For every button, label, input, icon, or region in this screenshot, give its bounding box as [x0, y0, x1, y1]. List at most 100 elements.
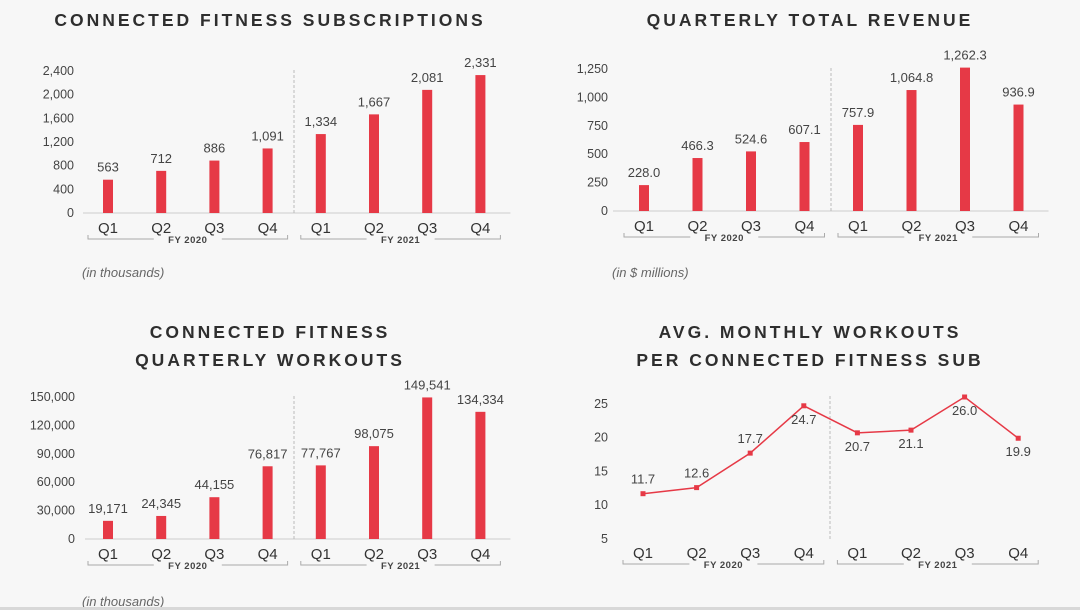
y-tick-label: 2,400 [43, 64, 74, 78]
category-label: Q2 [151, 220, 171, 237]
revenue-chart: QUARTERLY TOTAL REVENUE 0 250 500 750 1,000 1… [540, 0, 1080, 300]
avg-workouts-chart: AVG. MONTHLY WORKOUTS PER CONNECTED FITN… [540, 300, 1080, 610]
y-tick-label: 90,000 [37, 447, 75, 461]
group-bracket [434, 235, 501, 240]
group-bracket [758, 233, 825, 238]
data-label: 607.1 [788, 122, 821, 137]
data-label: 17.7 [738, 431, 763, 446]
avg-workouts-chart-title-line2: PER CONNECTED FITNESS SUB [636, 350, 984, 370]
group-label: FY 2020 [168, 235, 207, 246]
workouts-chart-title-line2: QUARTERLY WORKOUTS [135, 350, 405, 370]
revenue-chart-note: (in $ millions) [612, 265, 689, 280]
subscriptions-chart-note: (in thousands) [82, 265, 165, 280]
avg-workouts-chart-title: AVG. MONTHLY WORKOUTS PER CONNECTED FITN… [540, 318, 1080, 374]
category-label: Q3 [417, 220, 437, 237]
workouts-chart-title-line1: CONNECTED FITNESS [149, 322, 391, 342]
category-label: Q4 [470, 546, 490, 563]
bar [262, 148, 273, 213]
data-point [962, 394, 968, 400]
bar [475, 411, 486, 539]
group-bracket [836, 560, 904, 565]
data-label: 886 [204, 141, 226, 156]
bar [746, 151, 756, 211]
category-label: Q1 [847, 545, 867, 562]
category-label: Q1 [98, 220, 118, 237]
group-bracket [622, 560, 690, 565]
y-tick-label: 1,000 [577, 90, 608, 104]
data-label: 19.9 [1006, 444, 1031, 459]
category-label: Q2 [901, 545, 921, 562]
data-label: 563 [97, 160, 119, 175]
data-label: 936.9 [1002, 85, 1035, 100]
category-label: Q4 [258, 220, 278, 237]
y-tick-label: 0 [68, 532, 75, 546]
category-label: Q4 [258, 546, 278, 563]
y-tick-label: 400 [53, 182, 74, 196]
bar [422, 397, 433, 539]
bar [315, 134, 326, 213]
data-label: 1,262.3 [943, 48, 986, 63]
y-tick-label: 1,200 [43, 135, 74, 149]
category-label: Q2 [687, 545, 707, 562]
y-tick-label: 2,000 [43, 88, 74, 102]
data-label: 2,331 [464, 55, 497, 70]
group-bracket [87, 235, 154, 240]
data-label: 26.0 [952, 403, 977, 418]
group-label: FY 2020 [168, 561, 207, 572]
revenue-chart-title: QUARTERLY TOTAL REVENUE [646, 10, 974, 30]
data-label: 98,075 [354, 426, 394, 441]
category-label: Q3 [204, 220, 224, 237]
bottom-divider [0, 607, 1080, 610]
group-label: FY 2021 [919, 233, 958, 244]
y-tick-label: 0 [601, 204, 608, 218]
y-tick-label: 0 [67, 206, 74, 220]
data-label: 712 [150, 151, 172, 166]
group-bracket [221, 235, 289, 240]
y-tick-label: 120,000 [30, 418, 75, 432]
data-point [854, 430, 860, 436]
bar [103, 179, 113, 213]
group-bracket [757, 560, 825, 565]
data-label: 134,334 [457, 392, 504, 407]
data-label: 466.3 [681, 138, 714, 153]
data-label: 21.1 [898, 436, 923, 451]
data-label: 24,345 [141, 496, 181, 511]
group-bracket [221, 561, 289, 566]
group-label: FY 2021 [381, 235, 420, 246]
group-label: FY 2021 [381, 561, 420, 572]
data-label: 1,667 [358, 94, 391, 109]
group-bracket [434, 561, 501, 566]
data-label: 20.7 [845, 439, 870, 454]
group-bracket [623, 233, 691, 238]
data-label: 19,171 [88, 501, 128, 516]
subscriptions-chart: CONNECTED FITNESS SUBSCRIPTIONS 0 400 800 1… [0, 0, 540, 300]
bar [639, 185, 649, 211]
data-point [640, 491, 646, 497]
series-line [642, 396, 1019, 495]
data-point [908, 427, 914, 433]
bar [262, 466, 273, 539]
bar [960, 67, 970, 211]
y-tick-label: 800 [53, 159, 74, 173]
y-tick-label: 20 [594, 431, 608, 445]
bar [156, 515, 167, 539]
y-tick-label: 500 [587, 147, 608, 161]
bar [156, 170, 167, 213]
bar [692, 158, 703, 211]
data-label: 228.0 [628, 165, 661, 180]
data-label: 1,091 [251, 128, 284, 143]
category-label: Q4 [1008, 545, 1028, 562]
group-label: FY 2021 [918, 560, 957, 571]
bar [369, 114, 379, 213]
y-tick-label: 250 [587, 176, 608, 190]
subscriptions-chart-svg: 0 400 800 1,200 1,600 2,000 2,400 563 712 886 1,09… [43, 55, 511, 246]
y-tick-label: 10 [594, 498, 608, 512]
data-label: 757.9 [842, 105, 875, 120]
y-tick-label: 150,000 [30, 390, 75, 404]
data-label: 44,155 [195, 477, 235, 492]
bar [209, 497, 220, 539]
y-tick-label: 15 [594, 464, 608, 478]
data-point [694, 485, 700, 491]
category-label: Q1 [311, 220, 331, 237]
group-bracket [87, 561, 154, 566]
